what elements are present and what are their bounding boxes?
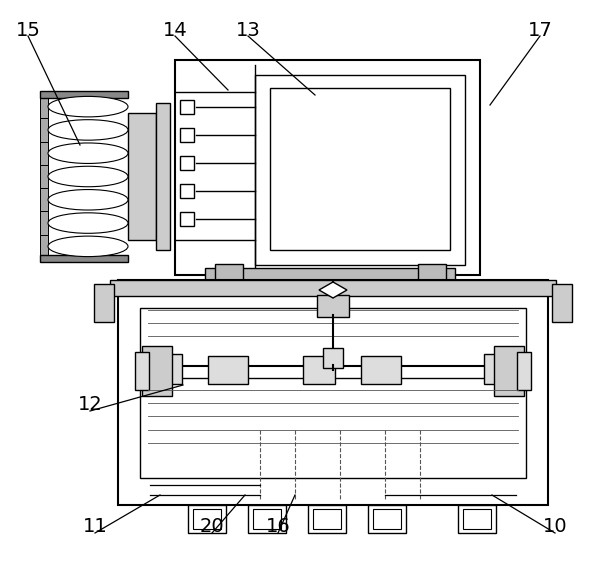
Text: 15: 15	[16, 21, 40, 40]
Ellipse shape	[48, 143, 128, 164]
Bar	[188, 505, 226, 533]
Ellipse shape	[48, 236, 128, 256]
Bar	[373, 509, 401, 529]
Ellipse shape	[48, 166, 128, 187]
Bar	[40, 188, 48, 211]
Bar	[40, 91, 128, 98]
Text: 14: 14	[163, 21, 187, 40]
Bar	[135, 352, 149, 390]
Bar	[463, 509, 491, 529]
Polygon shape	[319, 282, 347, 298]
Bar	[308, 505, 346, 533]
Bar	[484, 354, 521, 384]
Ellipse shape	[48, 96, 128, 117]
Bar	[180, 212, 194, 226]
Bar	[418, 264, 446, 282]
Bar	[40, 211, 48, 234]
Bar	[180, 128, 194, 142]
Bar	[40, 165, 48, 188]
Bar	[40, 95, 48, 118]
Ellipse shape	[48, 213, 128, 233]
Bar	[368, 505, 406, 533]
Bar	[142, 346, 172, 396]
Text: 10: 10	[542, 517, 568, 536]
Bar	[40, 118, 48, 142]
Text: 20: 20	[200, 517, 224, 536]
Bar	[156, 103, 170, 250]
Text: 12: 12	[77, 396, 103, 415]
Bar	[248, 505, 286, 533]
Bar	[40, 234, 48, 258]
Bar	[458, 505, 496, 533]
Bar	[361, 356, 401, 384]
Bar	[552, 284, 572, 322]
Bar	[270, 88, 450, 250]
Bar	[40, 142, 48, 165]
Bar	[140, 308, 526, 478]
Bar	[175, 60, 480, 275]
Bar	[208, 356, 248, 384]
Ellipse shape	[48, 190, 128, 210]
Text: 13: 13	[236, 21, 260, 40]
Text: 11: 11	[83, 517, 107, 536]
Bar	[253, 509, 281, 529]
Bar	[180, 184, 194, 198]
Bar	[323, 348, 343, 368]
Bar	[255, 75, 465, 265]
Ellipse shape	[48, 120, 128, 140]
Bar	[94, 284, 114, 322]
Text: 17: 17	[527, 21, 553, 40]
Bar	[193, 509, 221, 529]
Bar	[303, 356, 335, 384]
Bar	[313, 509, 341, 529]
Bar	[110, 280, 556, 296]
Bar	[215, 264, 243, 282]
Bar	[317, 295, 349, 317]
Bar	[128, 113, 156, 240]
Bar	[118, 280, 548, 505]
Bar	[205, 268, 455, 282]
Text: 16: 16	[266, 517, 290, 536]
Bar	[517, 352, 531, 390]
Bar	[40, 255, 128, 262]
Bar	[145, 354, 182, 384]
Bar	[494, 346, 524, 396]
Bar	[180, 100, 194, 114]
Bar	[180, 156, 194, 170]
